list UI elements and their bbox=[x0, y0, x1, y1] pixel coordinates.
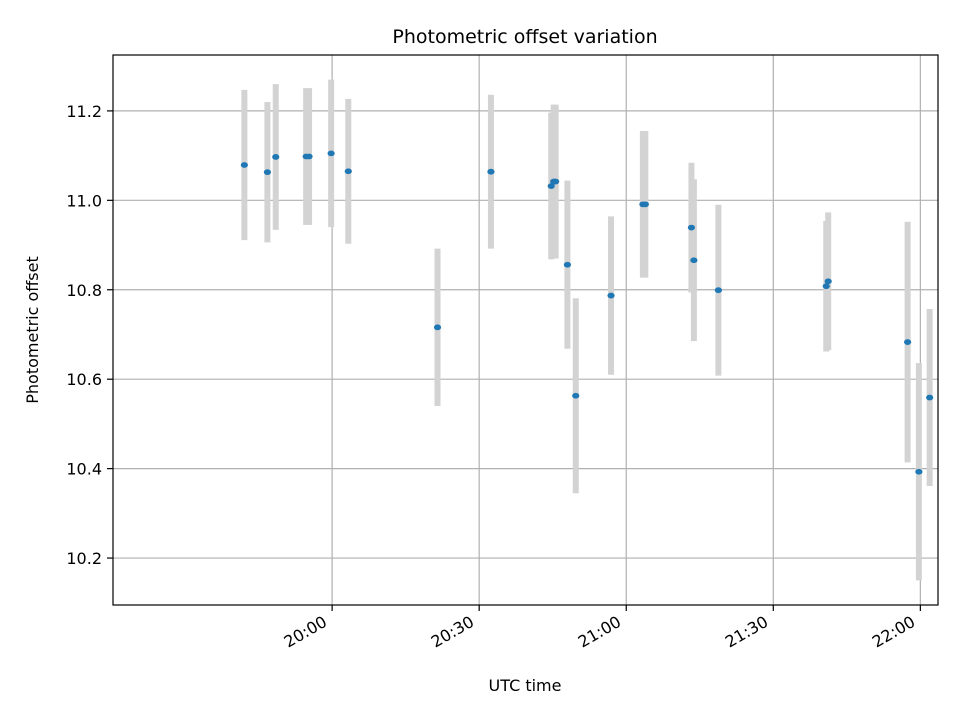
y-axis-ticks: 10.2 10.4 10.6 10.8 11.0 11.2 bbox=[66, 102, 113, 568]
y-tick-label: 10.8 bbox=[66, 281, 102, 300]
x-axis-title: UTC time bbox=[489, 676, 562, 695]
data-point bbox=[433, 324, 442, 331]
y-tick-label: 10.6 bbox=[66, 370, 102, 389]
y-axis-title: Photometric offset bbox=[23, 256, 42, 404]
data-point bbox=[552, 178, 560, 185]
data-point bbox=[272, 154, 280, 160]
data-point bbox=[915, 468, 923, 475]
y-tick-label: 10.4 bbox=[66, 460, 102, 479]
data-point bbox=[687, 224, 696, 231]
y-tick-label: 11.2 bbox=[66, 102, 102, 121]
data-point bbox=[305, 153, 313, 160]
data-points bbox=[240, 150, 934, 475]
data-point bbox=[607, 292, 615, 299]
plot-area bbox=[113, 55, 938, 605]
data-point bbox=[822, 283, 830, 290]
data-point bbox=[344, 168, 352, 175]
data-point bbox=[547, 183, 555, 189]
data-point bbox=[487, 168, 495, 175]
data-point bbox=[263, 169, 272, 176]
data-point bbox=[714, 287, 722, 294]
data-point bbox=[824, 278, 832, 285]
data-point bbox=[904, 339, 912, 345]
data-point bbox=[572, 392, 580, 399]
y-tick-label: 11.0 bbox=[66, 191, 102, 210]
data-point bbox=[926, 394, 934, 401]
data-point bbox=[327, 150, 335, 157]
y-tick-label: 10.2 bbox=[66, 549, 102, 568]
data-point bbox=[240, 162, 248, 168]
plot-frame bbox=[112, 54, 939, 606]
data-point bbox=[690, 257, 698, 264]
data-point bbox=[641, 201, 649, 208]
chart-title: Photometric offset variation bbox=[392, 26, 657, 48]
grid bbox=[113, 55, 938, 605]
data-point bbox=[563, 261, 572, 268]
